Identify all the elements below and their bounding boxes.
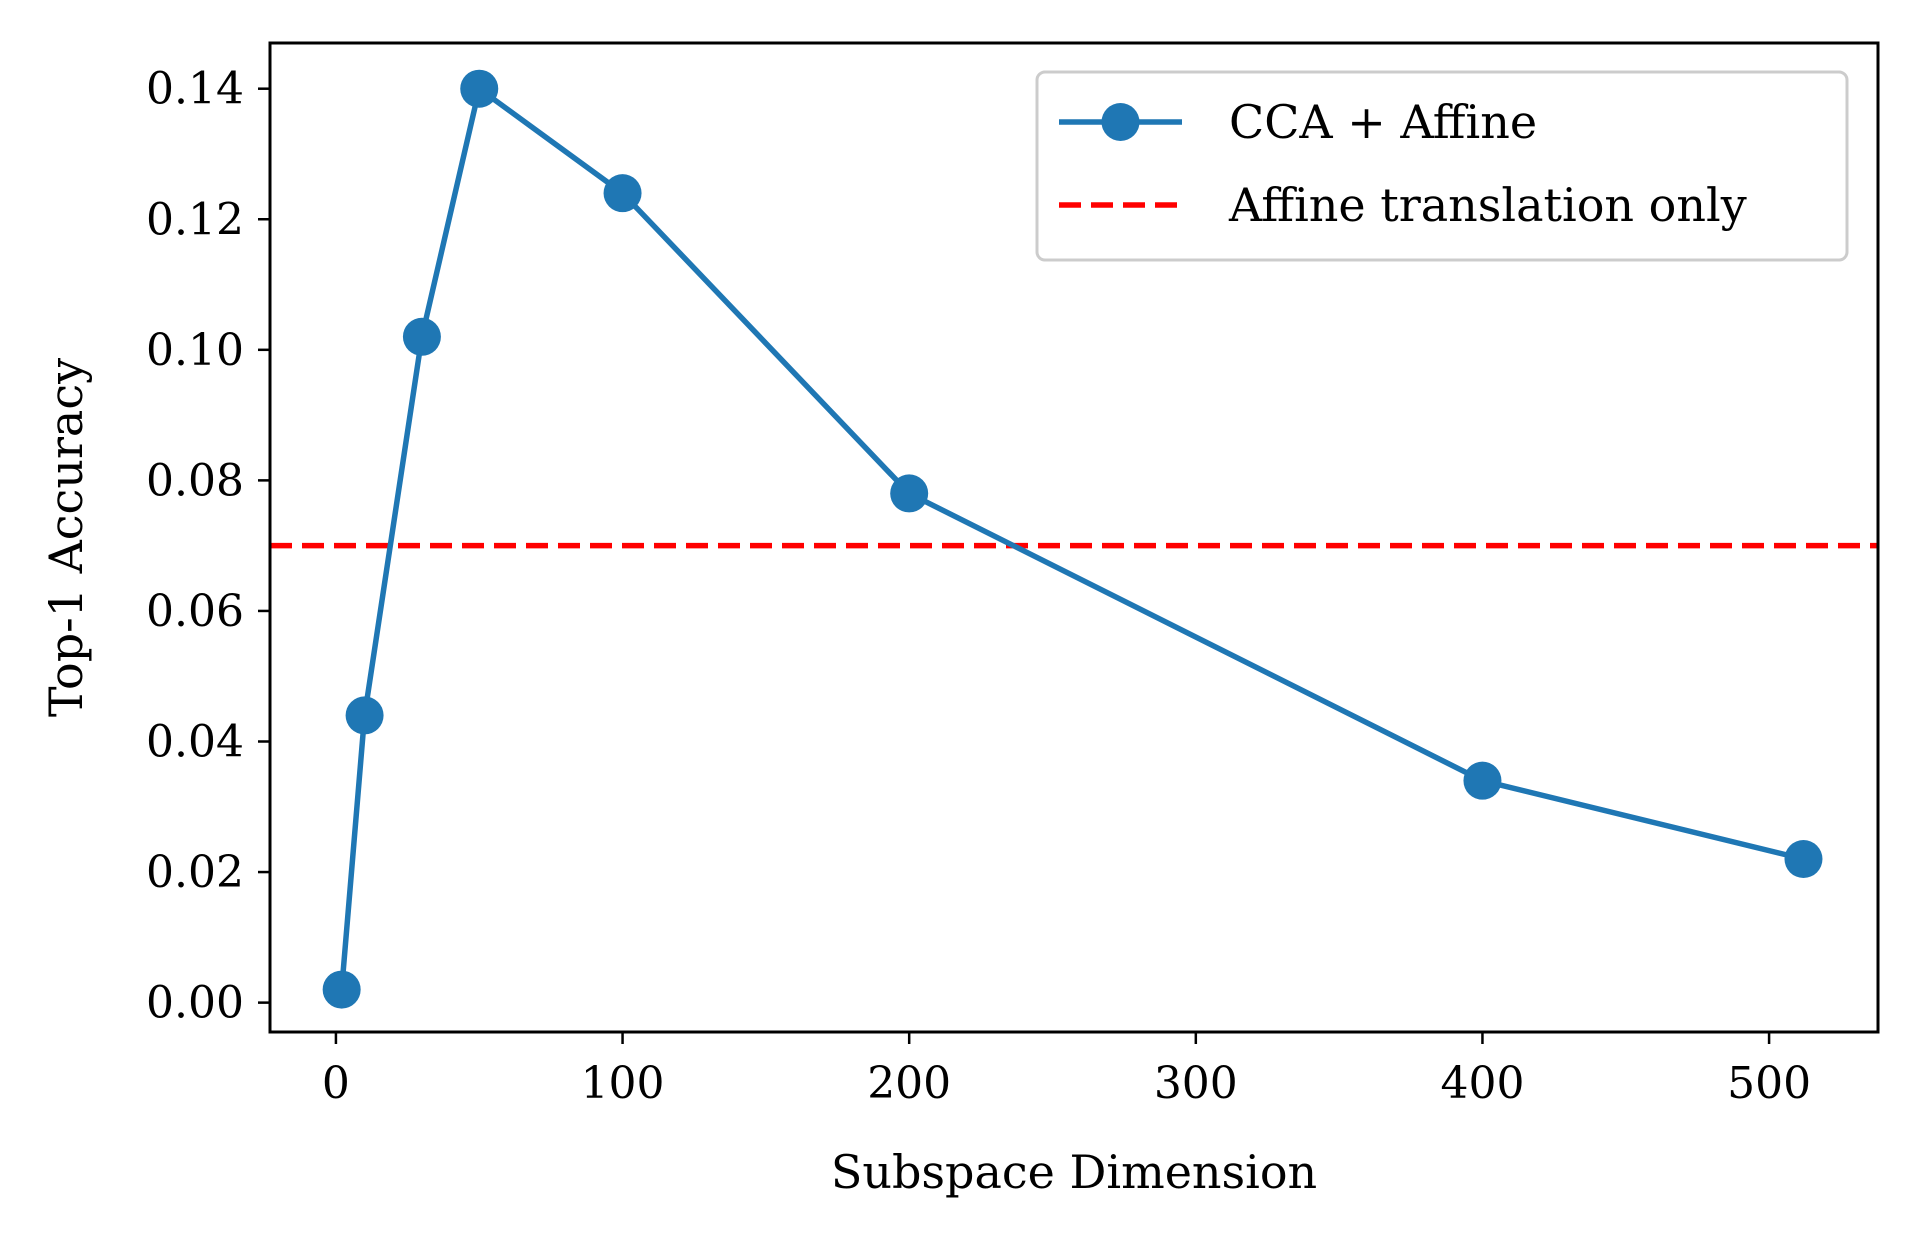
- legend: CCA + Affine Affine translation only: [1035, 70, 1849, 262]
- data-point: [603, 174, 642, 213]
- y-tick-label: 0.06: [146, 586, 244, 637]
- x-axis-label: Subspace Dimension: [831, 1145, 1317, 1199]
- y-tick-label: 0.04: [146, 717, 244, 768]
- x-tick-label: 300: [1154, 1058, 1238, 1109]
- data-point: [402, 317, 441, 356]
- data-point: [460, 69, 499, 108]
- x-tick-label: 200: [867, 1058, 951, 1109]
- data-point: [322, 970, 361, 1009]
- x-tick-label: 500: [1727, 1058, 1811, 1109]
- legend-box: [1035, 70, 1849, 262]
- y-axis-label: Top-1 Accuracy: [39, 358, 93, 717]
- x-tick-label: 0: [322, 1058, 350, 1109]
- y-tick-label: 0.00: [146, 978, 244, 1029]
- y-tick-label: 0.10: [146, 325, 244, 376]
- data-point: [345, 696, 384, 735]
- series-line-0: [338, 85, 1805, 990]
- y-tick-label: 0.08: [146, 455, 244, 506]
- y-tick-label: 0.14: [146, 64, 244, 115]
- y-tick-label: 0.02: [146, 847, 244, 898]
- y-tick-label: 0.12: [146, 194, 244, 245]
- legend-handle-marker: [1101, 103, 1140, 141]
- data-point: [1784, 840, 1823, 879]
- legend-label: CCA + Affine: [1229, 95, 1537, 149]
- axes-frame: [268, 41, 1880, 1034]
- plot-area: [270, 69, 1878, 1009]
- x-tick-label: 400: [1440, 1058, 1524, 1109]
- axes: 0 100 200 300 400 500 0.00 0.02 0.04 0.06 0.08 0.10…: [146, 41, 1880, 1109]
- data-point: [890, 474, 929, 513]
- data-point: [1463, 761, 1502, 800]
- x-tick-label: 100: [581, 1058, 665, 1109]
- legend-label: Affine translation only: [1228, 178, 1747, 232]
